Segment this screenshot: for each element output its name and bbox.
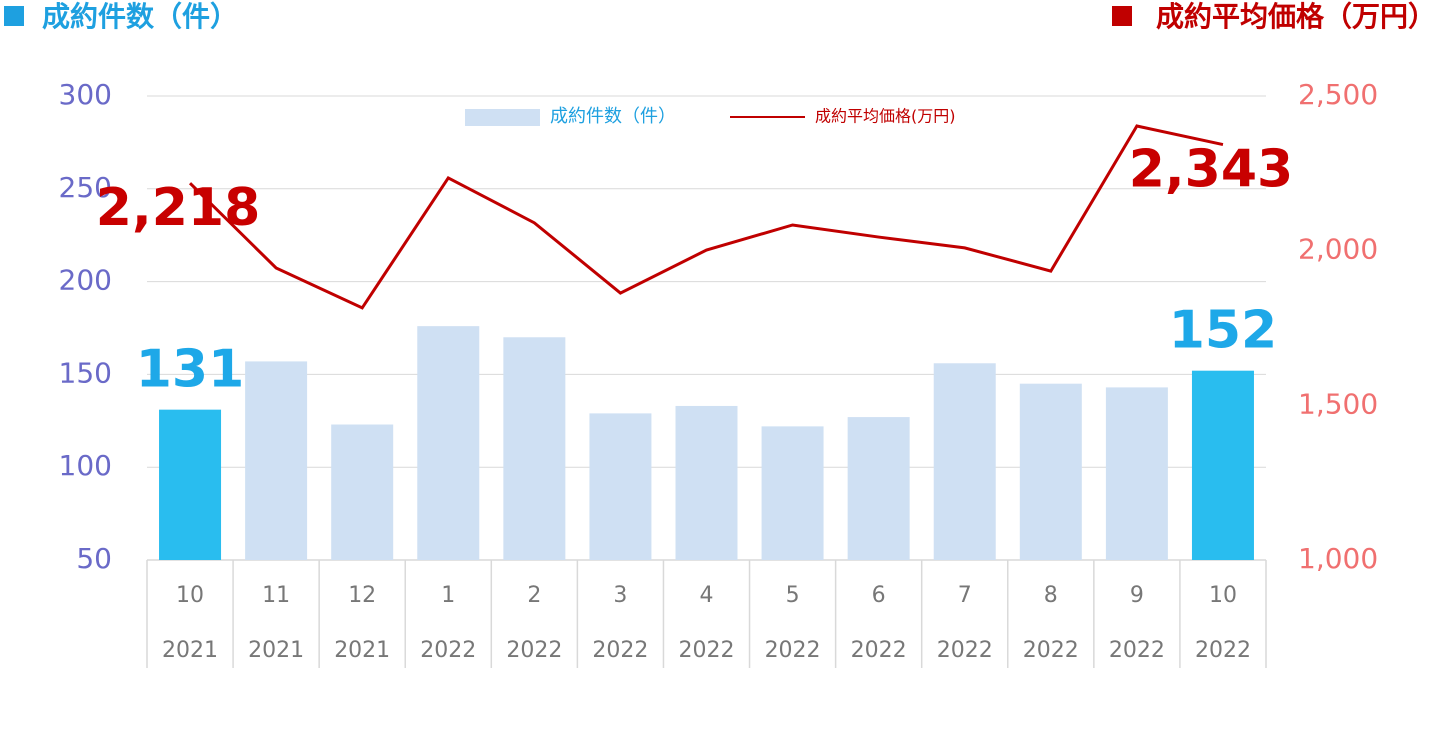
x-tick-label: 2022: [1195, 638, 1251, 663]
x-tick-label: 2021: [334, 638, 390, 663]
data-label: 152: [1169, 301, 1278, 361]
data-label: 131: [136, 340, 245, 400]
legend-label: 成約件数（件）: [550, 106, 676, 127]
bar: [933, 363, 996, 560]
legend-label: 成約平均価格(万円): [815, 107, 956, 126]
bar: [761, 426, 824, 560]
y-tick-label: 100: [59, 449, 112, 482]
bar: [1105, 387, 1168, 560]
x-tick-label: 7: [958, 583, 972, 608]
x-tick-label: 3: [613, 583, 627, 608]
x-tick-label: 2: [527, 583, 541, 608]
y-tick-label: 250: [59, 171, 112, 204]
x-tick-label: 5: [786, 583, 800, 608]
x-tick-label: 11: [262, 583, 290, 608]
bar: [331, 424, 394, 560]
x-tick-label: 1: [441, 583, 455, 608]
bar: [417, 326, 480, 560]
x-tick-label: 6: [872, 583, 886, 608]
bar: [503, 337, 566, 560]
x-tick-label: 10: [176, 583, 204, 608]
x-tick-label: 4: [700, 583, 714, 608]
x-tick-label: 2022: [851, 638, 907, 663]
x-tick-label: 2021: [248, 638, 304, 663]
title-marker: [1112, 6, 1132, 26]
title-marker: [4, 6, 24, 26]
x-tick-label: 8: [1044, 583, 1058, 608]
bar: [675, 405, 738, 560]
x-tick-label: 2022: [506, 638, 562, 663]
x-tick-label: 9: [1130, 583, 1144, 608]
right-axis-title: 成約平均価格（万円）: [1156, 0, 1436, 33]
x-tick-label: 2022: [420, 638, 476, 663]
left-axis-title: 成約件数（件）: [42, 0, 238, 33]
line: [188, 124, 1224, 310]
x-tick-label: 10: [1209, 583, 1237, 608]
x-tick-label: 2021: [162, 638, 218, 663]
bar: [589, 413, 652, 560]
y2-tick-label: 2,500: [1298, 78, 1378, 111]
x-tick-label: 2022: [937, 638, 993, 663]
bar: [1019, 383, 1082, 560]
y-tick-label: 300: [59, 78, 112, 111]
y-tick-label: 200: [59, 264, 112, 297]
bar: [1191, 370, 1254, 560]
x-tick-label: 2022: [592, 638, 648, 663]
bar: [245, 361, 308, 560]
y-tick-label: 150: [59, 356, 112, 389]
x-tick-label: 2022: [1109, 638, 1165, 663]
legend-swatch: [465, 109, 540, 126]
x-tick-label: 2022: [765, 638, 821, 663]
x-tick-label: 2022: [1023, 638, 1079, 663]
y-tick-label: 50: [76, 542, 112, 575]
data-label: 2,343: [1129, 140, 1293, 200]
bar: [159, 409, 222, 560]
x-tick-label: 2022: [679, 638, 735, 663]
y2-tick-label: 1,000: [1298, 542, 1378, 575]
data-label: 2,218: [96, 178, 260, 238]
y2-tick-label: 2,000: [1298, 233, 1378, 266]
y2-tick-label: 1,500: [1298, 387, 1378, 420]
x-tick-label: 12: [348, 583, 376, 608]
bar: [847, 417, 910, 560]
